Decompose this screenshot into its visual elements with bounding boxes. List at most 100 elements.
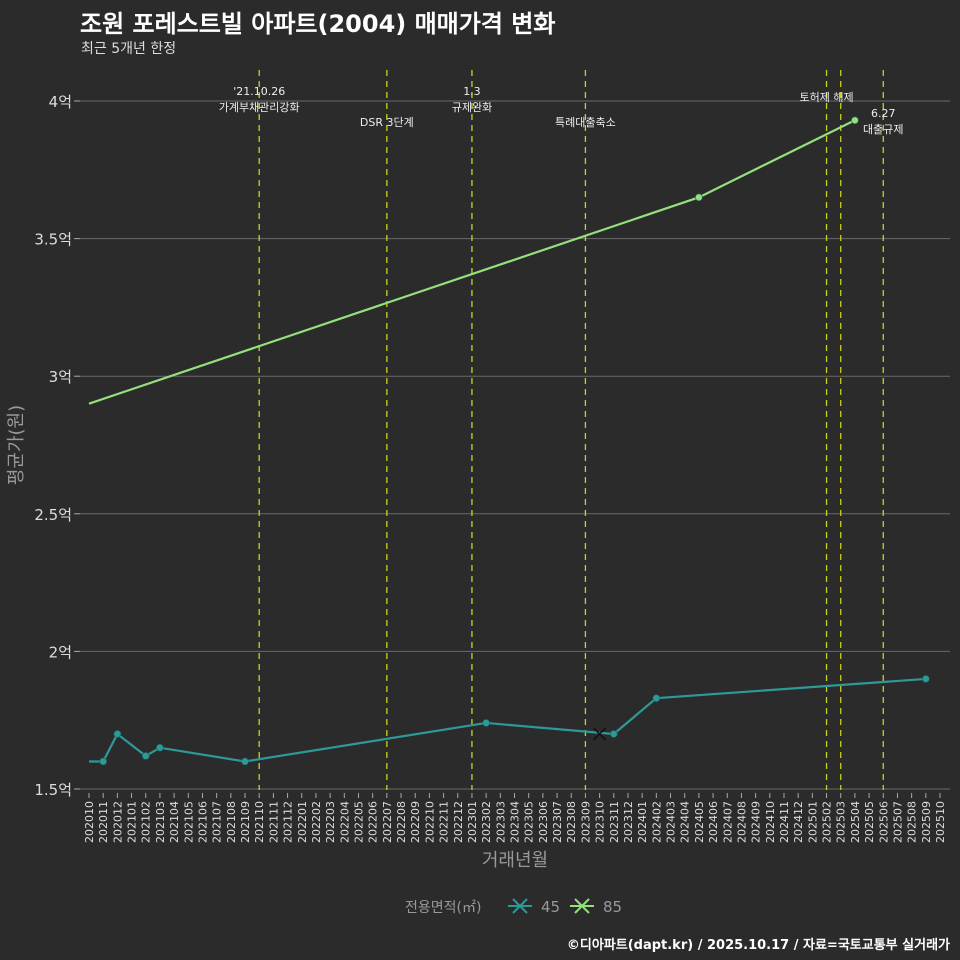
x-tick-label: 202405 — [693, 801, 706, 843]
data-point — [609, 730, 618, 738]
data-point — [851, 116, 859, 125]
x-tick-label: 202307 — [551, 801, 564, 843]
data-point — [241, 757, 249, 766]
event-label: DSR 3단계 — [360, 116, 414, 129]
x-tick-label: 202207 — [381, 801, 394, 843]
x-tick-label: 202302 — [480, 801, 493, 843]
x-tick-label: 202406 — [707, 801, 720, 843]
event-label: 가계부채관리강화 — [219, 101, 300, 114]
x-tick-label: 202102 — [140, 801, 153, 843]
event-label: 6.27 — [871, 107, 896, 120]
y-tick-label: 2.5억 — [34, 506, 72, 524]
chart-subtitle: 최근 5개년 한정 — [81, 41, 177, 57]
x-tick-label: 202508 — [906, 801, 919, 843]
x-tick-label: 202409 — [750, 801, 763, 843]
x-tick-label: 202312 — [622, 801, 635, 843]
x-tick-label: 202301 — [466, 801, 479, 843]
data-point — [141, 752, 150, 760]
x-tick-label: 202106 — [196, 801, 209, 843]
x-tick-label: 202412 — [792, 801, 805, 843]
x-tick-label: 202201 — [296, 801, 309, 843]
x-tick-label: 202107 — [211, 801, 224, 843]
data-point — [482, 719, 490, 727]
x-tick-label: 202506 — [877, 801, 890, 843]
x-tick-label: 202507 — [891, 801, 904, 843]
x-tick-label: 202105 — [182, 801, 195, 843]
x-tick-label: 202509 — [920, 801, 933, 843]
x-tick-label: 202408 — [735, 801, 748, 843]
legend-key-icon — [570, 898, 594, 914]
y-tick-label: 4억 — [49, 93, 72, 111]
x-tick-label: 202202 — [310, 801, 323, 843]
x-tick-label: 202407 — [721, 801, 734, 843]
x-tick-label: 202504 — [849, 801, 862, 843]
x-tick-label: 202108 — [225, 801, 238, 843]
x-tick-label: 202403 — [665, 801, 678, 843]
x-tick-label: 202110 — [253, 801, 266, 843]
legend-key-icon — [508, 898, 532, 914]
x-tick-label: 202503 — [835, 801, 848, 843]
x-tick-label: 202310 — [594, 801, 607, 843]
x-tick-label: 202311 — [608, 801, 621, 843]
event-label: 규제완화 — [452, 101, 492, 114]
data-point — [99, 757, 107, 766]
data-point — [922, 675, 930, 683]
legend-title: 전용면적(㎡) — [405, 900, 481, 916]
x-tick-label: 202308 — [565, 801, 578, 843]
x-tick-label: 202304 — [509, 801, 522, 843]
x-tick-label: 202205 — [352, 801, 365, 843]
x-tick-label: 202209 — [409, 801, 422, 843]
y-tick-label: 1.5억 — [34, 781, 72, 799]
x-tick-label: 202010 — [83, 801, 96, 843]
x-tick-label: 202306 — [537, 801, 550, 843]
x-tick-label: 202510 — [934, 801, 947, 843]
event-label: 1.3 — [463, 85, 481, 98]
x-tick-label: 202011 — [97, 801, 110, 843]
event-label: 특례대출축소 — [555, 116, 616, 129]
y-tick-label: 3억 — [49, 368, 72, 386]
legend-label: 45 — [541, 898, 560, 916]
x-tick-label: 202402 — [650, 801, 663, 843]
legend-label: 85 — [603, 898, 622, 916]
x-tick-label: 202111 — [267, 801, 280, 843]
x-tick-label: 202112 — [282, 801, 295, 843]
data-point — [695, 193, 703, 202]
x-tick-label: 202501 — [806, 801, 819, 843]
x-tick-label: 202505 — [863, 801, 876, 843]
y-tick-label: 2억 — [49, 643, 72, 661]
data-point — [652, 694, 661, 702]
series-line-45 — [89, 677, 926, 763]
x-tick-label: 202206 — [367, 801, 380, 843]
x-tick-label: 202211 — [438, 801, 451, 843]
chart-title: 조원 포레스트빌 아파트(2004) 매매가격 변화 — [80, 10, 556, 38]
data-point — [113, 730, 122, 738]
x-tick-label: 202309 — [579, 801, 592, 843]
y-axis-title: 평균가(원) — [6, 405, 27, 485]
x-axis-title: 거래년월 — [482, 850, 548, 871]
x-tick-label: 202411 — [778, 801, 791, 843]
x-tick-label: 202109 — [239, 801, 252, 843]
x-tick-label: 202203 — [324, 801, 337, 843]
data-point — [156, 743, 164, 752]
x-tick-label: 202012 — [111, 801, 124, 843]
x-tick-label: 202212 — [452, 801, 465, 843]
cross-marker — [593, 727, 607, 741]
x-tick-label: 202101 — [126, 801, 139, 843]
x-tick-label: 202303 — [494, 801, 507, 843]
x-tick-label: 202404 — [679, 801, 692, 843]
event-label: '21.10.26 — [233, 85, 285, 98]
x-tick-label: 202410 — [764, 801, 777, 843]
x-tick-label: 202204 — [338, 801, 351, 843]
source-caption: ©디아파트(dapt.kr) / 2025.10.17 / 자료=국토교통부 실… — [566, 938, 950, 953]
x-tick-label: 202103 — [154, 801, 167, 843]
x-tick-label: 202208 — [395, 801, 408, 843]
x-tick-label: 202210 — [423, 801, 436, 843]
x-tick-label: 202305 — [523, 801, 536, 843]
x-tick-label: 202401 — [636, 801, 649, 843]
event-label: 토허제 해제 — [799, 90, 853, 104]
x-tick-label: 202104 — [168, 801, 181, 843]
y-tick-label: 3.5억 — [34, 231, 72, 249]
x-tick-label: 202502 — [821, 801, 834, 843]
event-label: 대출규제 — [863, 123, 903, 136]
